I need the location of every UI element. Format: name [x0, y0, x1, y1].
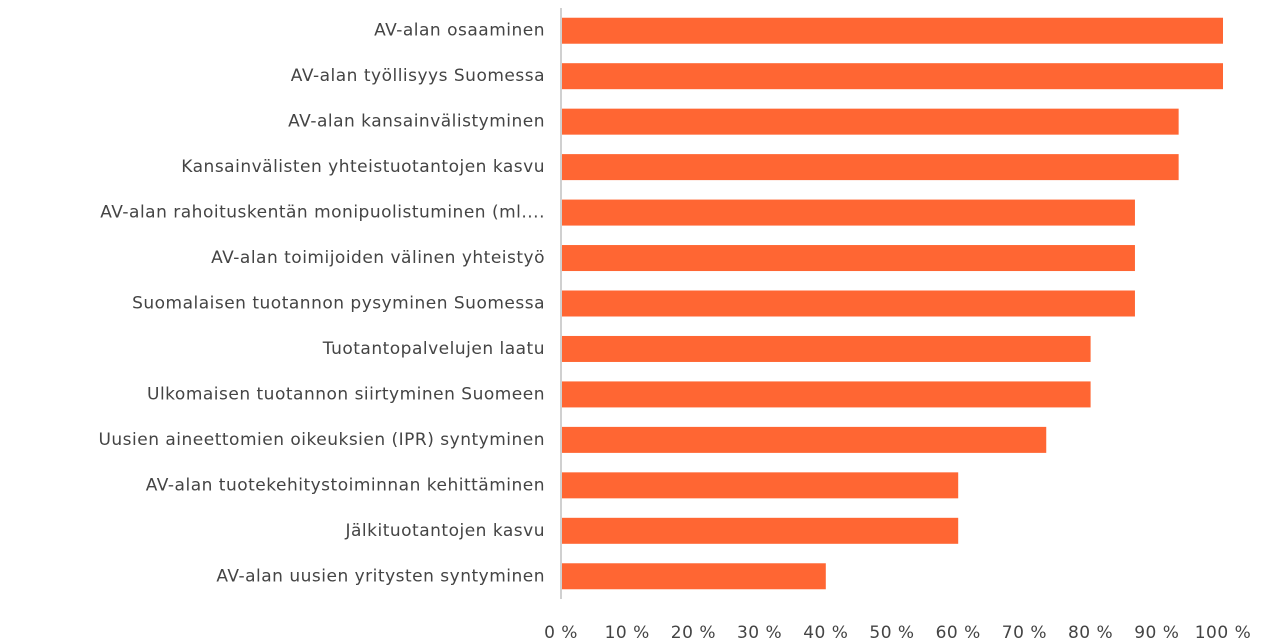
x-tick-label: 60 % [936, 623, 981, 643]
y-tick-label: AV-alan osaaminen [374, 21, 545, 41]
y-tick-label: Kansainvälisten yhteistuotantojen kasvu [181, 157, 545, 177]
y-tick-label: AV-alan kansainvälistyminen [288, 112, 545, 132]
bar [561, 335, 1091, 362]
y-tick-label: Jälkituotantojen kasvu [344, 521, 545, 541]
y-tick-label: AV-alan työllisyys Suomessa [291, 66, 545, 86]
y-tick-label: AV-alan tuotekehitystoiminnan kehittämin… [146, 475, 545, 495]
bar [561, 17, 1223, 44]
bar [561, 426, 1047, 453]
bar [561, 154, 1179, 181]
y-tick-label: AV-alan uusien yritysten syntyminen [216, 566, 545, 586]
y-tick-label: Ulkomaisen tuotannon siirtyminen Suomeen [147, 384, 545, 404]
x-tick-label: 40 % [803, 623, 848, 643]
y-tick-label: Tuotantopalvelujen laatu [322, 339, 545, 359]
bar [561, 63, 1223, 90]
y-tick-label: AV-alan rahoituskentän monipuolistuminen… [100, 203, 545, 223]
bar [561, 517, 959, 544]
x-tick-label: 100 % [1195, 623, 1252, 643]
bar [561, 381, 1091, 408]
bar [561, 199, 1135, 226]
x-tick-label: 70 % [1002, 623, 1047, 643]
x-tick-label: 20 % [671, 623, 716, 643]
bar [561, 245, 1135, 272]
y-tick-label: AV-alan toimijoiden välinen yhteistyö [211, 248, 545, 268]
bar [561, 563, 826, 590]
bar [561, 290, 1135, 317]
x-tick-label: 0 % [544, 623, 578, 643]
x-tick-label: 50 % [869, 623, 914, 643]
bar [561, 108, 1179, 135]
x-tick-label: 30 % [737, 623, 782, 643]
x-tick-label: 90 % [1134, 623, 1179, 643]
bar [561, 472, 959, 499]
x-tick-label: 80 % [1068, 623, 1113, 643]
y-tick-label: Suomalaisen tuotannon pysyminen Suomessa [132, 294, 545, 314]
x-tick-label: 10 % [605, 623, 650, 643]
y-tick-label: Uusien aineettomien oikeuksien (IPR) syn… [98, 430, 545, 450]
